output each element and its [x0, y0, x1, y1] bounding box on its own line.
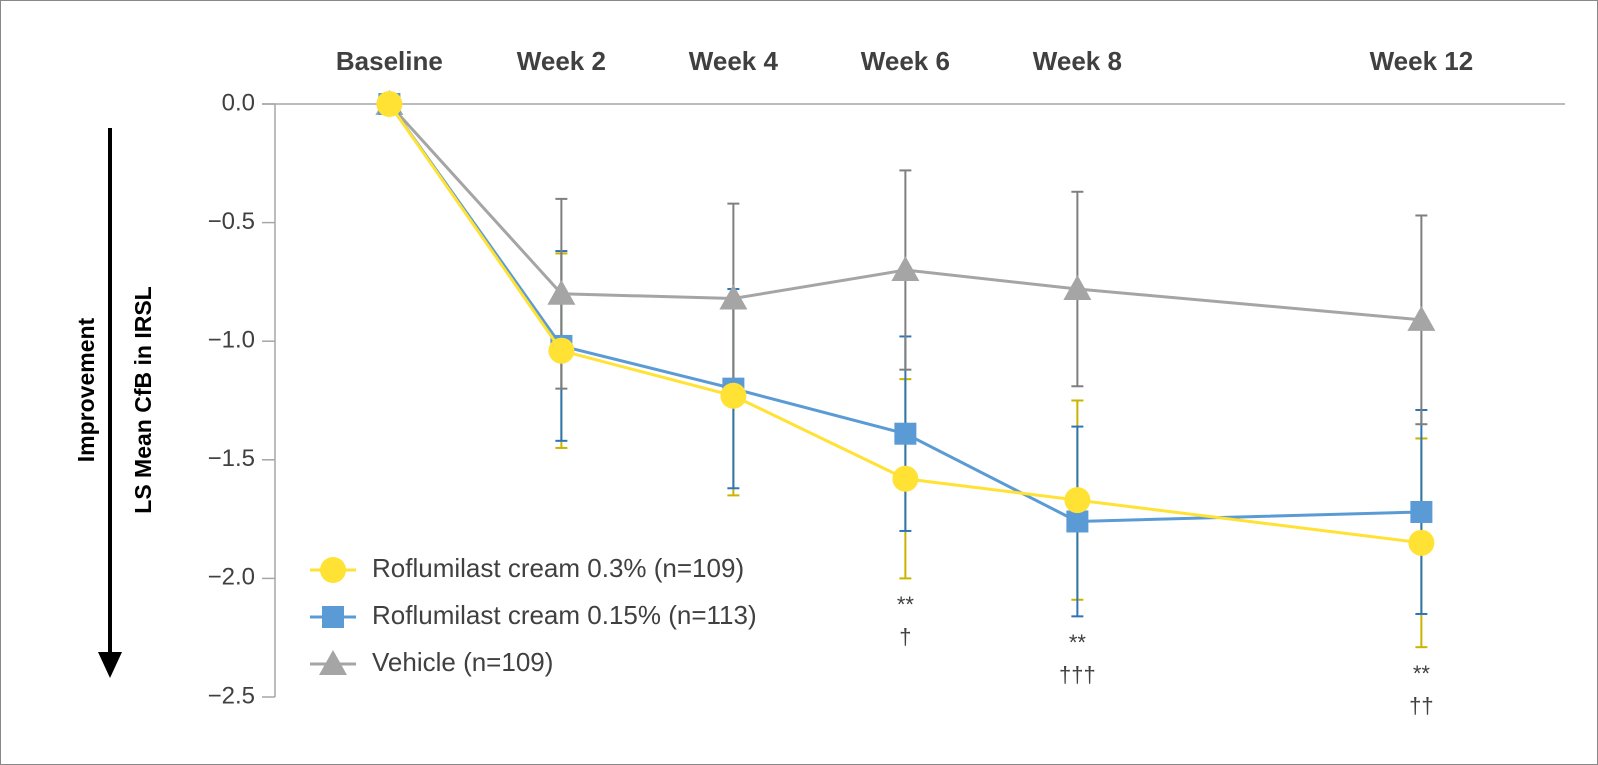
marker: [1410, 500, 1433, 523]
annotation: †: [899, 624, 911, 649]
marker: [320, 557, 346, 583]
marker: [1407, 305, 1436, 331]
annotation: **: [1069, 630, 1087, 655]
y-tick-label: −2.5: [208, 682, 255, 709]
series-line: [388, 102, 1422, 322]
y-tick-label: −1.0: [208, 327, 255, 354]
y-tick-label: −1.5: [208, 445, 255, 472]
legend-label: Roflumilast cream 0.15% (n=113): [372, 600, 757, 630]
annotation: **: [1413, 661, 1431, 686]
annotation: †††: [1059, 662, 1096, 687]
y-tick-label: −0.5: [208, 208, 255, 235]
y-tick-label: 0.0: [222, 89, 255, 116]
legend-label: Roflumilast cream 0.3% (n=109): [372, 553, 744, 583]
marker: [548, 337, 575, 364]
direction-label: Improvement: [73, 317, 99, 462]
marker: [1408, 529, 1435, 556]
direction-arrowhead: [98, 652, 122, 678]
annotation: **: [897, 592, 915, 617]
marker: [547, 279, 576, 305]
marker: [892, 465, 919, 492]
marker: [719, 284, 748, 310]
marker: [376, 91, 403, 117]
x-tick-label: Week 4: [689, 46, 779, 76]
y-tick-label: −2.0: [208, 564, 255, 591]
x-tick-label: Baseline: [336, 46, 443, 76]
marker: [319, 650, 347, 675]
marker: [322, 606, 344, 628]
x-tick-label: Week 2: [517, 46, 606, 76]
y-axis-label: LS Mean CfB in IRSL: [130, 286, 156, 513]
marker: [891, 256, 920, 282]
marker: [894, 422, 917, 445]
legend-label: Vehicle (n=109): [372, 647, 553, 677]
series-line: [388, 103, 1422, 545]
marker: [720, 382, 747, 409]
x-tick-label: Week 12: [1370, 46, 1474, 76]
marker: [1064, 487, 1091, 514]
marker: [1066, 510, 1089, 533]
annotation: ††: [1409, 693, 1433, 718]
x-tick-label: Week 6: [861, 46, 950, 76]
x-tick-label: Week 8: [1033, 46, 1122, 76]
series-line: [388, 103, 1422, 523]
marker: [1063, 275, 1092, 301]
